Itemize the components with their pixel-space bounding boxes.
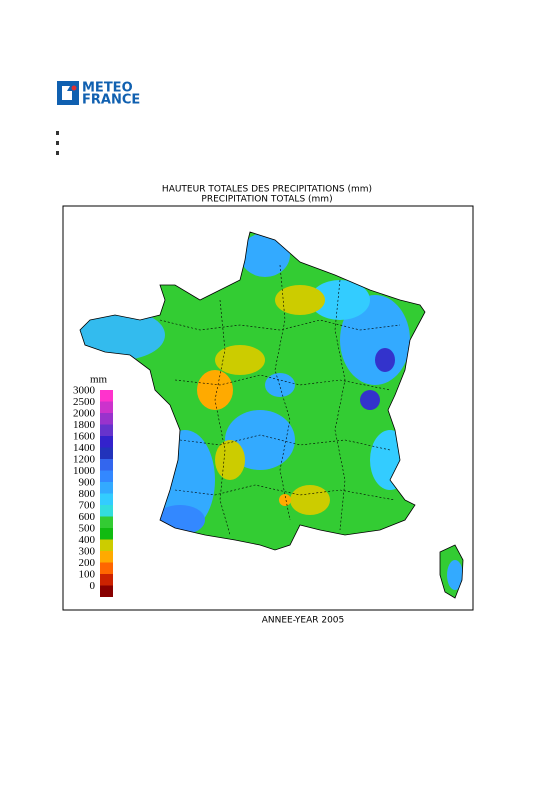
title: HAUTEUR TOTALES DES PRECIPITATIONS (mm) [162, 185, 372, 195]
legend-label: 800 [79, 488, 96, 500]
logo: METEO FRANCE [57, 81, 140, 108]
legend-swatch [100, 493, 113, 505]
legend-label: 100 [79, 569, 96, 581]
legend-swatch [100, 482, 113, 494]
legend-label: 1600 [73, 431, 96, 443]
department-borders [159, 264, 401, 536]
legend-label: 2000 [73, 408, 96, 420]
logo-text: METEO [82, 81, 133, 96]
legend-label: 3000 [73, 385, 96, 397]
logo-shape [62, 86, 72, 100]
legend-label: 500 [79, 523, 96, 535]
legend-label: 1000 [73, 465, 96, 477]
legend-label: 900 [79, 477, 96, 489]
subtitle: PRECIPITATION TOTALS (mm) [201, 195, 332, 205]
legend-label: 2500 [73, 396, 96, 408]
marker [56, 141, 59, 145]
legend-swatch [100, 516, 113, 528]
legend-swatch [100, 447, 113, 459]
legend-swatch [100, 585, 113, 597]
legend-label: 200 [79, 557, 96, 569]
legend-swatch [100, 390, 113, 402]
legend-label: 700 [79, 500, 96, 512]
legend-swatch [100, 551, 113, 563]
legend-swatch [100, 413, 113, 425]
marker [56, 151, 59, 155]
legend-swatch [100, 436, 113, 448]
legend-label: 600 [79, 511, 96, 523]
legend: 3000250020001800160014001200100090080070… [73, 385, 113, 597]
legend-label: 0 [90, 580, 96, 592]
coastline [79, 231, 464, 599]
legend-swatch [100, 459, 113, 471]
legend-swatch [100, 505, 113, 517]
legend-label: 1800 [73, 419, 96, 431]
legend-label: 300 [79, 546, 96, 558]
legend-label: 400 [79, 534, 96, 546]
legend-label: 1400 [73, 442, 96, 454]
legend-swatch [100, 528, 113, 540]
footer: ANNEE-YEAR 2005 [262, 616, 345, 626]
logo-dot [71, 85, 77, 91]
legend-unit: mm [90, 374, 108, 386]
legend-swatch [100, 424, 113, 436]
legend-label: 1200 [73, 454, 96, 466]
logo-text: FRANCE [82, 93, 140, 108]
legend-swatch [100, 470, 113, 482]
legend-swatch [100, 539, 113, 551]
marker [56, 131, 59, 135]
legend-swatch [100, 401, 113, 413]
legend-swatch [100, 562, 113, 574]
legend-swatch [100, 574, 113, 586]
